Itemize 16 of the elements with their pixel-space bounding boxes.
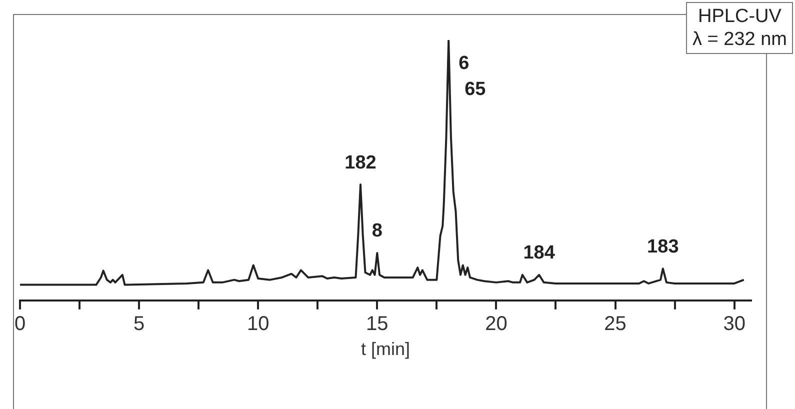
x-tick-label: 0 xyxy=(14,312,26,335)
annotation: 6 xyxy=(458,53,470,74)
x-tick-label: 30 xyxy=(723,312,746,335)
x-tick-label: 20 xyxy=(485,312,508,335)
x-tick-label: 25 xyxy=(604,312,626,335)
x-tick-label: 10 xyxy=(246,312,270,335)
annotation: 184 xyxy=(523,242,556,264)
x-tick-label: 5 xyxy=(133,312,145,335)
x-tick-label: 15 xyxy=(366,312,388,335)
annotation: 183 xyxy=(647,236,679,258)
annotation: 8 xyxy=(372,220,382,242)
text: HPLC-UV xyxy=(697,5,782,28)
annotation: 182 xyxy=(344,152,376,174)
x-axis-title: t [min] xyxy=(360,339,410,360)
annotation: 65 xyxy=(464,79,486,100)
annotation: λ = 232 nm xyxy=(692,28,787,51)
